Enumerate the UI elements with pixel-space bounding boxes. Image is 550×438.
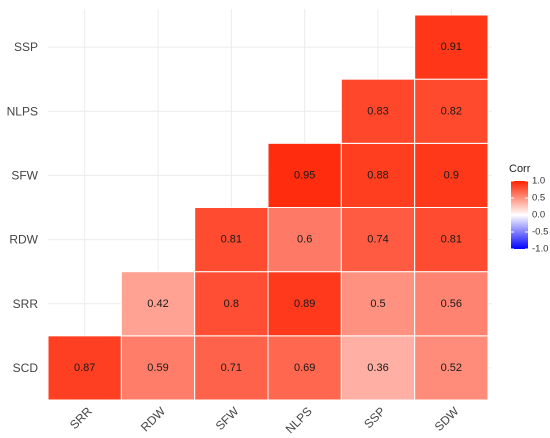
cell-value-label: 0.91 [441,41,462,53]
heatmap-cell [120,271,196,337]
cell-value-label: 0.56 [441,298,462,310]
legend-color-bar [511,181,528,249]
x-axis-tick-labels: SRR RDW SFW NLPS SSP SDW [67,404,462,437]
legend-tick-label: 0.5 [532,193,545,204]
x-tick-label: RDW [138,404,169,435]
cell-value-label: 0.9 [444,169,459,181]
y-axis-tick-labels: SCD SRR RDW SFW NLPS SSP [7,40,39,375]
cell-value-label: 0.71 [221,362,242,374]
cell-value-label: 0.88 [367,169,388,181]
heatmap-cell [194,207,269,273]
legend-tick-label: -0.5 [532,227,548,238]
y-tick-label: RDW [9,233,38,247]
color-legend: Corr 1.0 0.5 0.0 -0.5 -1.0 [509,163,548,255]
legend-tick-label: -1.0 [532,244,548,255]
cell-value-label: 0.74 [367,234,388,246]
cell-value-label: 0.42 [147,298,168,310]
cell-value-label: 0.8 [224,298,239,310]
cell-value-label: 0.81 [221,234,242,246]
cell-value-label: 0.82 [441,105,462,117]
legend-tick-label: 1.0 [532,176,545,187]
cell-value-label: 0.95 [294,169,315,181]
y-tick-label: NLPS [7,104,38,118]
heatmap-cell [414,78,489,144]
heatmap-cell [414,207,489,273]
cell-value-label: 0.36 [367,362,388,374]
cell-value-label: 0.83 [367,105,388,117]
legend-title: Corr [509,163,531,175]
cell-value-label: 0.6 [297,234,312,246]
heatmap-cell [47,335,122,401]
heatmap-cell [414,335,489,401]
cell-value-label: 0.69 [294,362,315,374]
y-tick-label: SRR [13,297,39,311]
heatmap-cell [340,142,416,208]
cell-value-label: 0.52 [441,362,462,374]
cell-value-label: 0.87 [74,362,95,374]
heatmap-cells [47,14,489,401]
x-tick-label: SSP [361,404,388,431]
heatmap-cell [267,142,342,208]
legend-tick-label: 0.0 [532,210,545,221]
y-tick-label: SSP [14,40,38,54]
cell-value-label: 0.59 [147,362,168,374]
heatmap-cell [414,14,489,80]
legend-ticks: 1.0 0.5 0.0 -0.5 -1.0 [511,176,548,255]
x-tick-label: SRR [67,404,95,432]
cell-value-label: 0.81 [441,234,462,246]
heatmap-cell [414,142,489,208]
heatmap-cell [267,207,342,273]
y-tick-label: SFW [11,168,38,182]
heatmap-cell [340,335,416,401]
cell-value-labels: 0.87 0.59 0.71 0.69 0.36 0.52 0.42 0.8 0.89 0.5 0.… [74,41,462,374]
y-tick-label: SCD [13,361,39,375]
cell-value-label: 0.89 [294,298,315,310]
x-tick-label: SFW [213,404,242,433]
heatmap-cell [340,207,416,273]
x-tick-label: NLPS [283,404,315,436]
x-tick-label: SDW [432,404,462,434]
heatmap-cell [414,271,489,337]
heatmap-cell [340,271,416,337]
cell-value-label: 0.5 [370,298,385,310]
